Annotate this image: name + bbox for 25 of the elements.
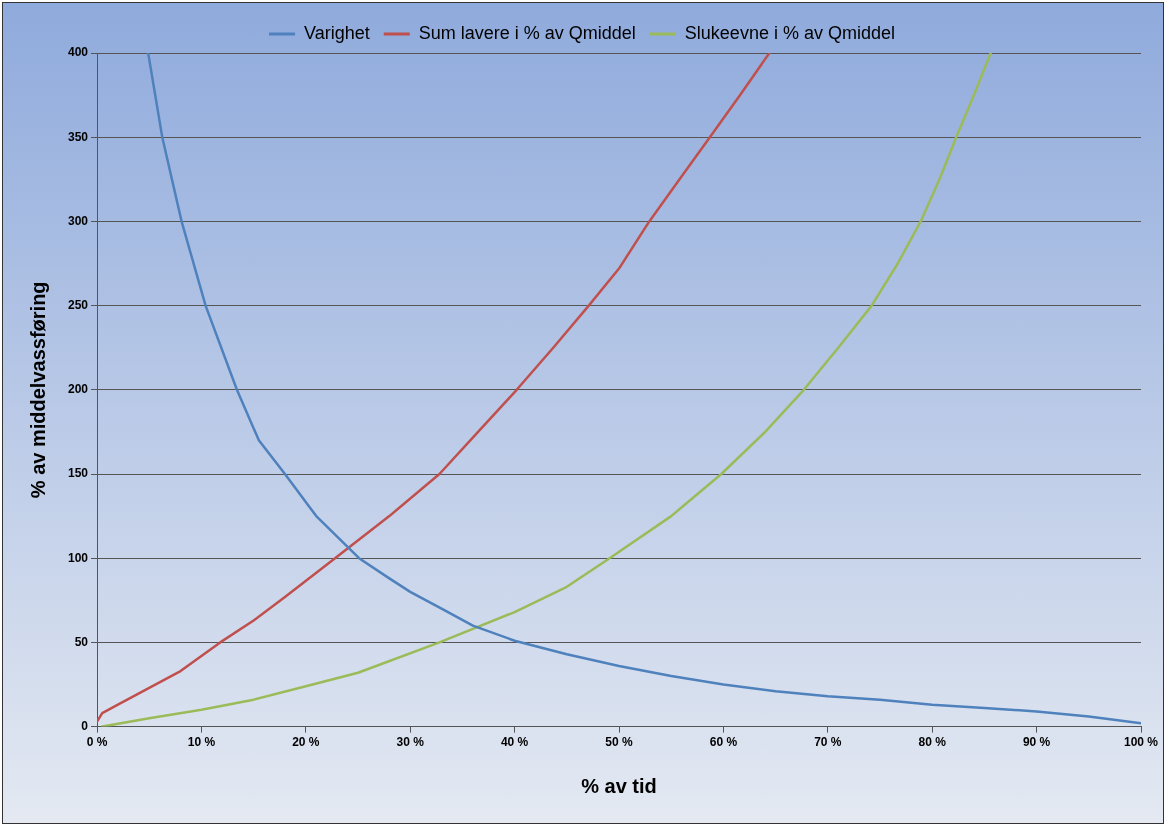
y-tick-label: 400 [67,45,89,60]
x-tick-label: 70 % [814,735,842,750]
y-axis-title: % av middelvassføring [26,281,49,499]
x-tick-label: 80 % [918,735,947,750]
y-tick-label: 0 [81,718,89,733]
y-tick-label: 150 [67,466,89,481]
x-tick-label: 90 % [1022,735,1051,750]
x-tick-label: 30 % [396,735,425,750]
legend-label: Slukeevne i % av Qmiddel [684,22,895,43]
x-tick-label: 50 % [605,735,634,750]
y-tick-label: 350 [67,129,89,144]
x-tick-label: 0 % [86,735,108,750]
y-tick-label: 200 [67,382,89,397]
legend-label: Sum lavere i % av Qmiddel [418,22,636,43]
x-tick-label: 40 % [500,735,529,750]
y-tick-label: 250 [67,297,89,312]
x-tick-label: 20 % [292,735,320,750]
x-tick-label: 10 % [187,735,216,750]
x-axis-title: % av tid [581,774,657,797]
x-tick-label: 60 % [709,735,738,750]
x-tick-label: 100 % [1123,735,1159,750]
legend-label: Varighet [304,22,370,43]
y-tick-label: 100 [67,550,89,565]
y-tick-label: 50 [74,634,89,649]
y-tick-label: 300 [67,213,89,228]
